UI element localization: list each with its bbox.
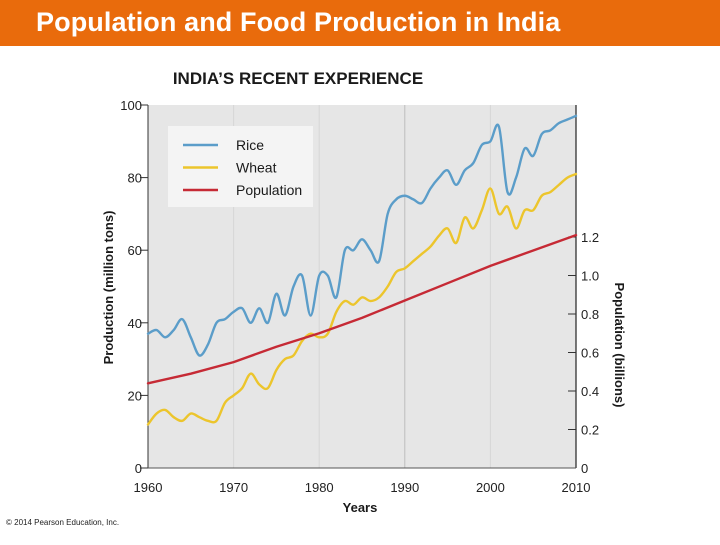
y-axis-label: Production (million tons)	[101, 211, 116, 365]
legend: Rice Wheat Population	[168, 126, 313, 207]
page-title: Population and Food Production in India	[36, 7, 561, 37]
series-line-population	[146, 233, 578, 385]
y-tick-label: 20	[128, 388, 142, 403]
y2-tick-label: 1.0	[581, 269, 599, 284]
y-tick-label: 40	[128, 316, 142, 331]
x-tick-label: 1990	[390, 480, 419, 495]
legend-label-rice: Rice	[236, 137, 264, 153]
x-tick-label: 2000	[476, 480, 505, 495]
x-tick-label: 2010	[562, 480, 591, 495]
x-tick-label: 1960	[134, 480, 163, 495]
x-tick-label: 1970	[219, 480, 248, 495]
x-tick-label: 1980	[305, 480, 334, 495]
legend-label-wheat: Wheat	[236, 160, 277, 176]
y2-tick-label: 0.6	[581, 346, 599, 361]
copyright-notice: © 2014 Pearson Education, Inc.	[6, 518, 120, 527]
series-line-wheat	[146, 172, 578, 426]
legend-label-population: Population	[236, 182, 302, 198]
y2-tick-label: 0	[581, 461, 588, 476]
y2-tick-label: 0.8	[581, 307, 599, 322]
y2-tick-label: 0.4	[581, 384, 599, 399]
series-layer	[146, 114, 578, 426]
y2-axis-label: Population (billions)	[612, 283, 627, 408]
title-banner: Population and Food Production in India	[0, 0, 720, 46]
y-tick-label: 0	[135, 461, 142, 476]
y2-tick-label: 0.2	[581, 423, 599, 438]
series-line-rice	[146, 114, 578, 357]
x-axis-label: Years	[343, 500, 378, 515]
y-tick-label: 100	[120, 98, 142, 113]
y-tick-label: 80	[128, 171, 142, 186]
chart-title: INDIA’S RECENT EXPERIENCE	[173, 69, 423, 88]
axes: 0 20 40 60 80 100 0 0.2 0.4 0.6 0.8 1.0 1.2 1960 1970 1…	[120, 98, 599, 495]
y-tick-label: 60	[128, 243, 142, 258]
y2-tick-label: 1.2	[581, 230, 599, 245]
